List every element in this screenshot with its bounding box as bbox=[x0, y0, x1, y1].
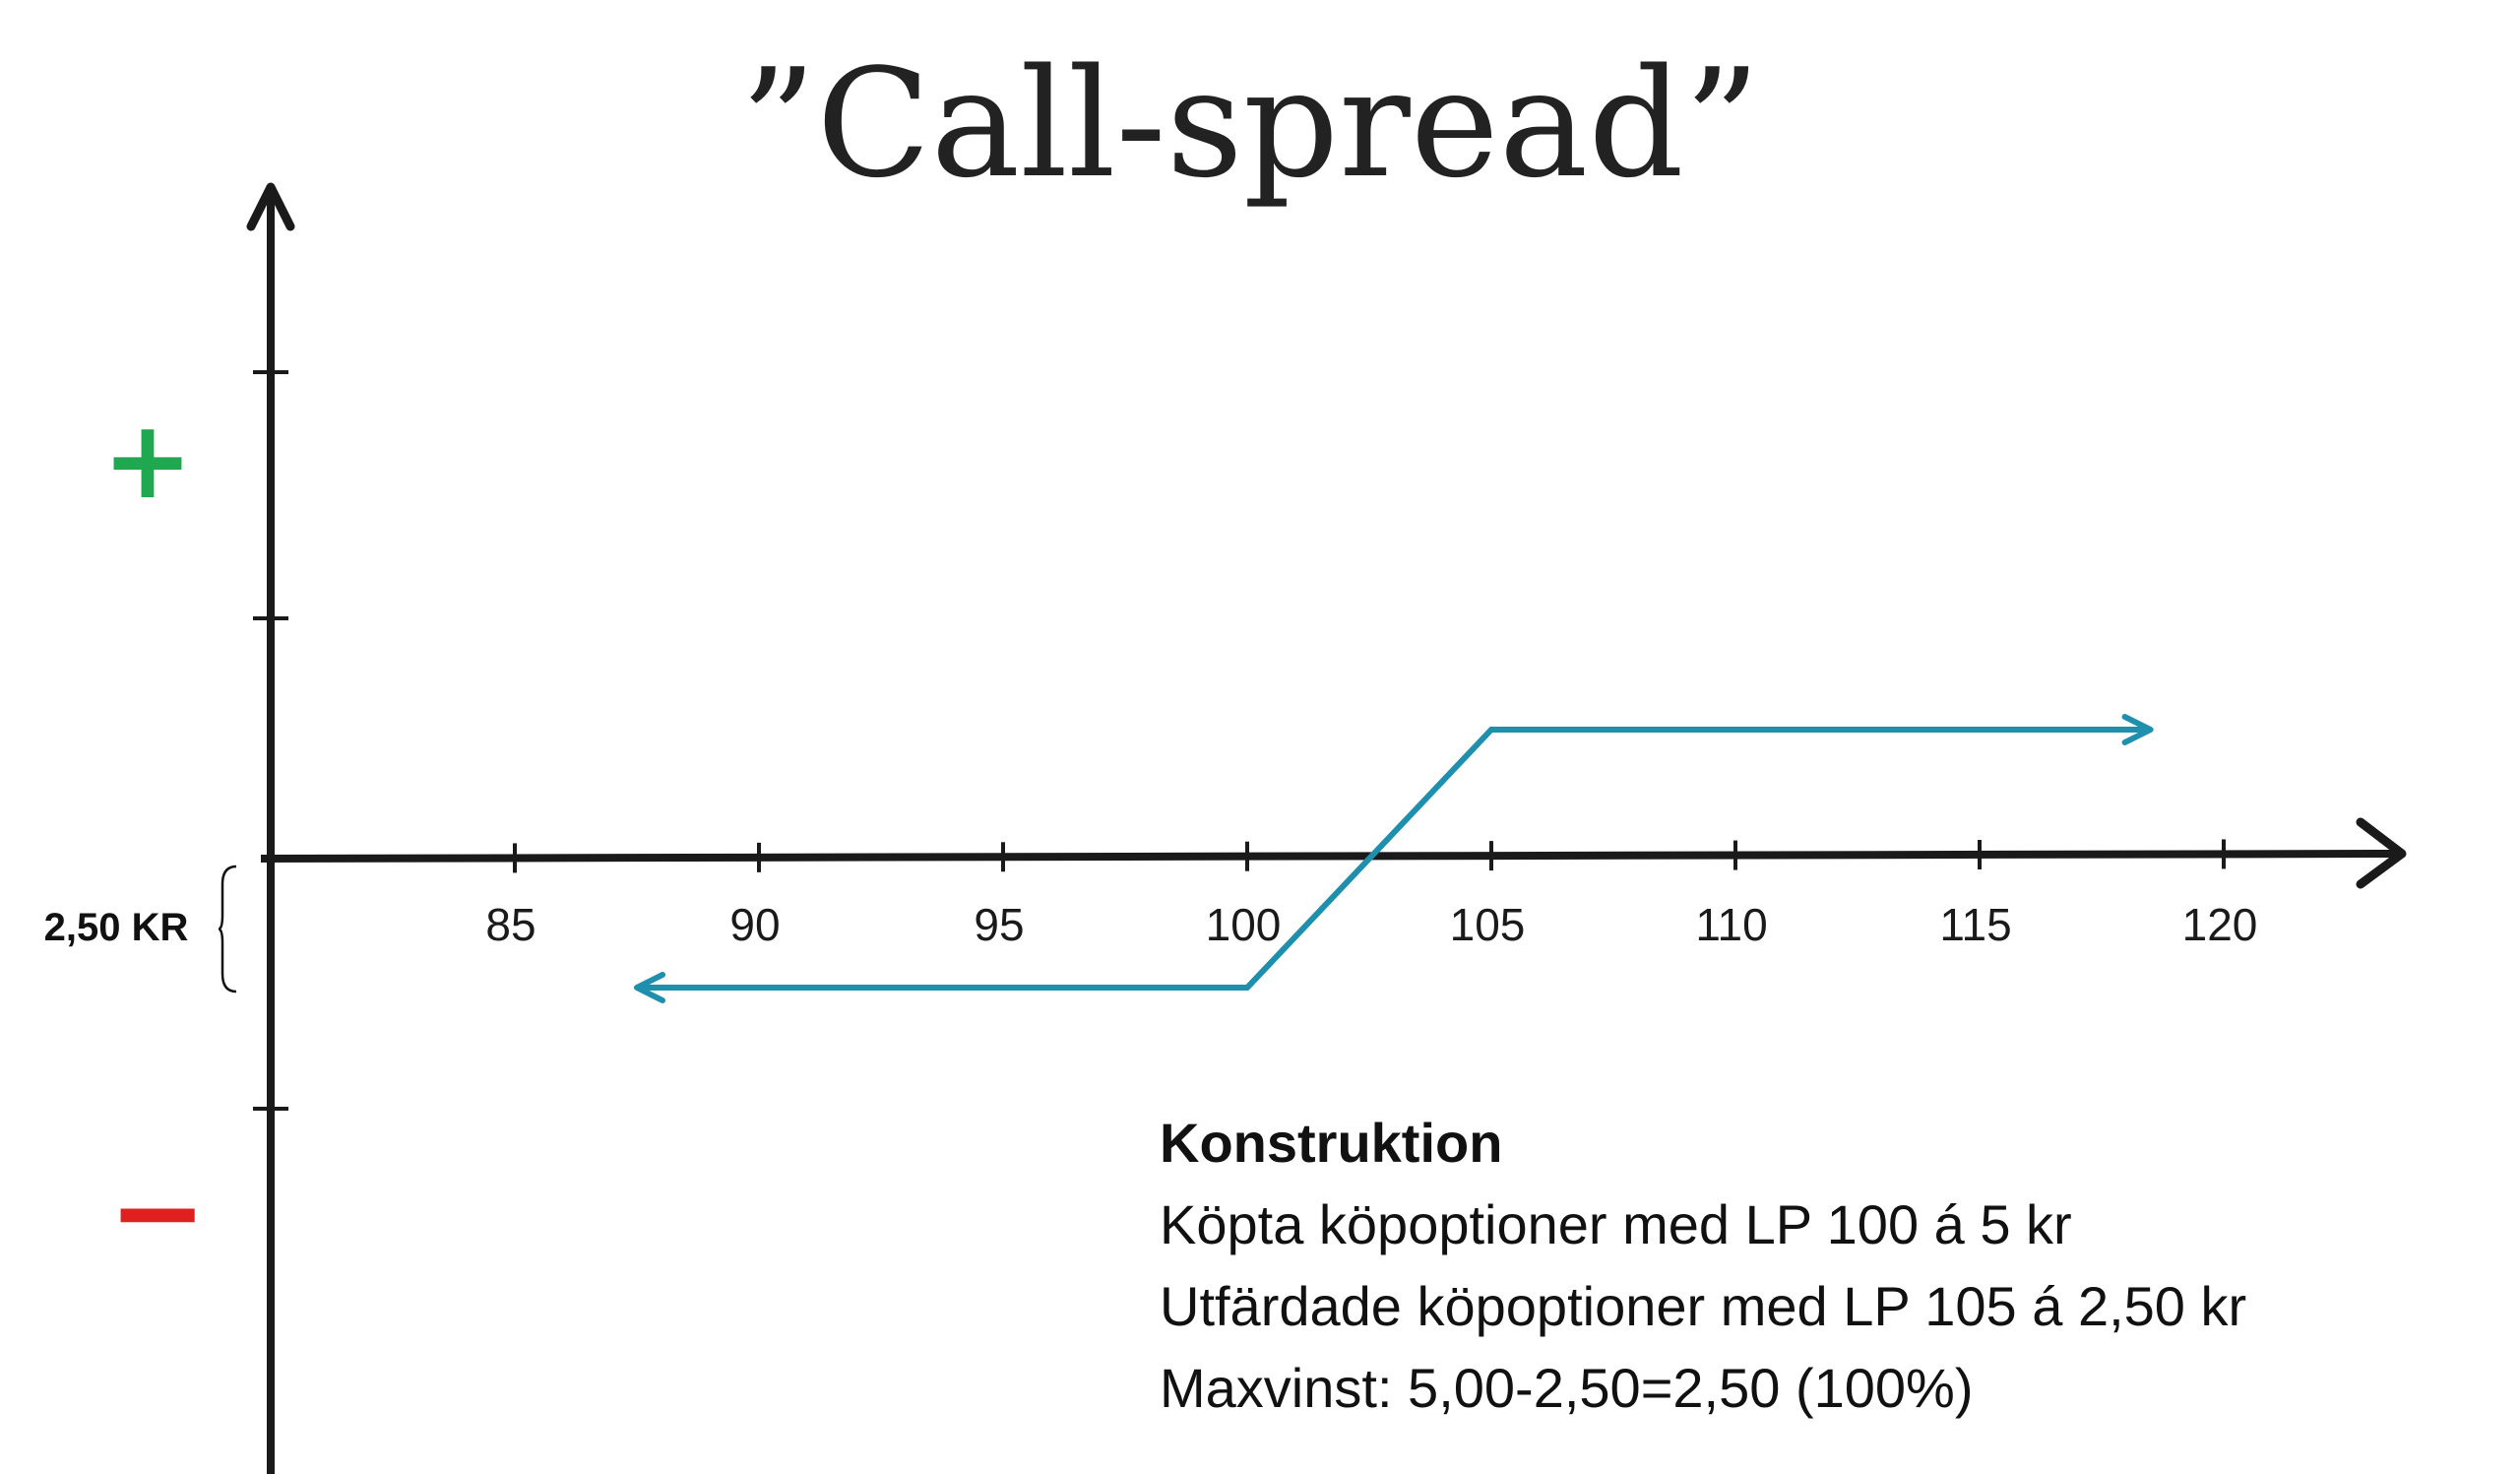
x-tick-label: 95 bbox=[974, 899, 1024, 950]
x-tick-label: 90 bbox=[729, 899, 780, 950]
notes-line-3: Maxvinst: 5,00-2,50=2,50 (100%) bbox=[1160, 1357, 1973, 1419]
x-axis-ticks: 85 90 95 100 105 110 115 120 bbox=[485, 839, 2257, 950]
brace-annotation: 2,50 KR bbox=[44, 865, 237, 993]
x-tick-label: 85 bbox=[485, 899, 536, 950]
payoff-line bbox=[637, 727, 2151, 991]
negative-sign: − bbox=[108, 1144, 208, 1281]
construction-notes: Konstruktion Köpta köpoptioner med LP 10… bbox=[1160, 1112, 2246, 1419]
x-axis-line bbox=[260, 850, 2397, 863]
positive-sign: + bbox=[102, 397, 193, 523]
notes-line-2: Utfärdade köpoptioner med LP 105 á 2,50 … bbox=[1160, 1275, 2246, 1337]
y-axis-ticks bbox=[253, 370, 288, 1111]
notes-line-1: Köpta köpoptioner med LP 100 á 5 kr bbox=[1160, 1193, 2072, 1255]
brace-label: 2,50 KR bbox=[44, 906, 189, 949]
series-group bbox=[634, 714, 2154, 1003]
axes bbox=[246, 182, 2407, 1474]
x-tick-label: 100 bbox=[1206, 899, 1282, 950]
x-tick-label: 110 bbox=[1695, 899, 1767, 950]
y-axis-arrowhead bbox=[246, 182, 295, 231]
chart-title: ”Call-spread” bbox=[740, 36, 1761, 211]
x-tick-label: 115 bbox=[1939, 899, 2011, 950]
x-axis-arrowhead bbox=[2356, 817, 2407, 889]
x-tick-label: 120 bbox=[2182, 899, 2258, 950]
notes-heading: Konstruktion bbox=[1160, 1112, 1502, 1174]
brace-shape bbox=[218, 865, 237, 993]
x-tick-label: 105 bbox=[1450, 899, 1526, 950]
